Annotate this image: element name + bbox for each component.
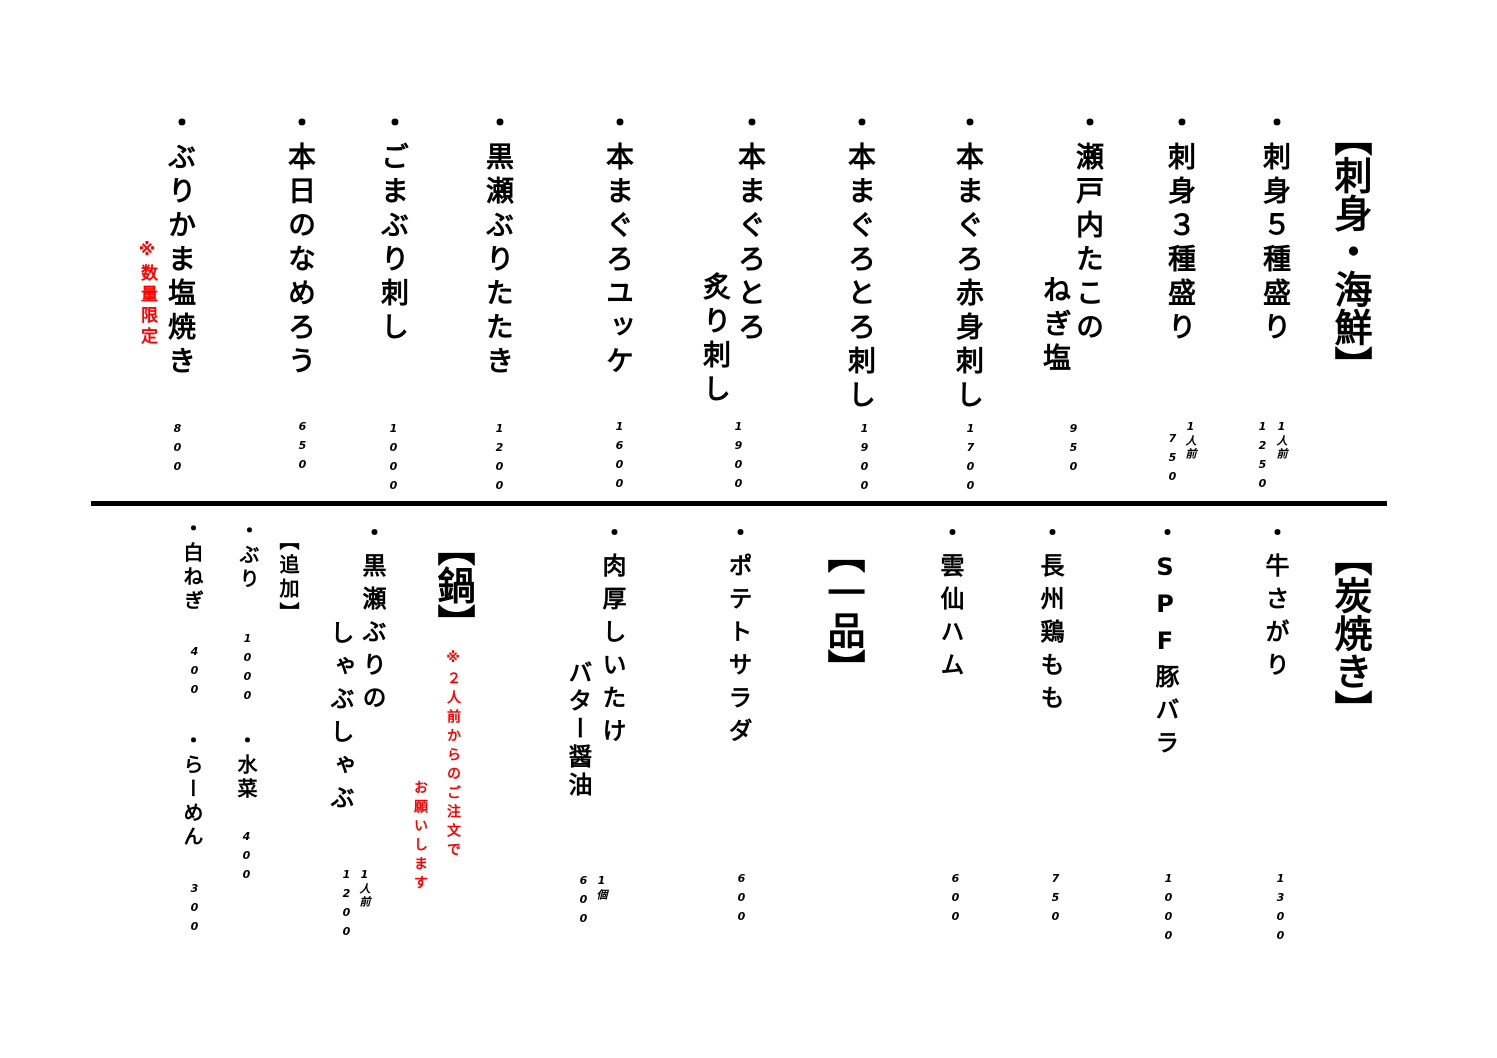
menu-item-price: 1900 (858, 422, 871, 498)
menu-item-unit: 1人前 (1184, 420, 1197, 461)
menu-item-name-line2: しゃぶしゃぶ (326, 620, 354, 818)
menu-item-price: 1200 (493, 422, 506, 498)
menu-item-price: 1000 (387, 422, 400, 498)
menu-item-price: 600 (735, 872, 748, 929)
menu-item-name: ・長州鶏もも (1036, 520, 1064, 718)
menu-item-name: ・本日のなめろう (284, 108, 317, 380)
menu-item-price: 1600 (613, 420, 626, 496)
menu-item-price: 1700 (964, 422, 977, 498)
menu-item-name: ・らーめん (180, 730, 204, 850)
menu-item-price: 1200 (340, 868, 353, 944)
menu-item-price: 600 (949, 872, 962, 929)
menu-item-price: 650 (296, 420, 309, 477)
menu-item-name: ・本まぐろとろ (734, 108, 767, 346)
menu-item-price: 1000 (1162, 872, 1175, 948)
menu-item-price: 750 (1166, 432, 1179, 489)
menu-item-name: ・刺身３種盛り (1164, 108, 1197, 346)
menu-item-name: ・白ねぎ (180, 518, 204, 614)
menu-item-unit: 1人前 (1275, 420, 1288, 461)
section-divider (91, 501, 1387, 506)
section-heading-nabe: 【鍋】 (431, 528, 475, 642)
menu-item-name: ・雲仙ハム (936, 520, 964, 685)
menu-item-unit: 1個 (595, 874, 608, 902)
section-heading-ippin: 【一品】 (821, 535, 865, 687)
section-heading-sashimi: 【刺身・海鮮】 (1328, 118, 1372, 384)
nabe-order-note-line2: お願いします (412, 780, 428, 894)
menu-item-name: ・本まぐろ赤身刺し (952, 108, 985, 414)
menu-item-name: ・SPF豚バラ (1151, 520, 1179, 763)
menu-item-name: ・ぶり (236, 520, 260, 592)
menu-item-price: 750 (1049, 872, 1062, 929)
menu-item-price: 1300 (1274, 872, 1287, 948)
menu-item-price: 1900 (732, 420, 745, 496)
section-heading-sumiyaki: 【炭焼き】 (1328, 538, 1372, 728)
menu-item-name-line2: バター醤油 (564, 660, 592, 800)
menu-item-price: 1250 (1256, 420, 1269, 496)
menu-item-name: ・ポテトサラダ (724, 520, 752, 751)
menu-item-name: ・刺身５種盛り (1259, 108, 1292, 346)
menu-item-price: 950 (1067, 422, 1080, 479)
menu-item-price: 1000 (241, 632, 254, 708)
menu-item-name: ・水菜 (234, 730, 258, 802)
section-heading-tsuika: 【追加】 (276, 530, 300, 626)
menu-item-name-line2: 炙り刺し (699, 272, 732, 408)
menu-item-price: 600 (577, 874, 590, 931)
menu-item-price: 300 (188, 882, 201, 939)
menu-item-name: ・本まぐろとろ刺し (844, 108, 877, 414)
menu-item-name: ・黒瀬ぶりの (358, 520, 386, 718)
nabe-order-note: ※２人前からのご注文で (445, 650, 461, 861)
menu-item-name: ・本まぐろユッケ (602, 108, 635, 380)
menu-item-price: 800 (171, 422, 184, 479)
menu-item-name: ・ごまぶり刺し (377, 108, 410, 346)
menu-item-price: 400 (240, 830, 253, 887)
limited-quantity-note: ※数量限定 (137, 240, 157, 348)
menu-item-name: ・肉厚しいたけ (598, 520, 626, 751)
menu-item-unit: 1人前 (358, 868, 371, 909)
menu-item-name-line2: ねぎ塩 (1039, 275, 1072, 377)
menu-item-name: ・瀬戸内たこの (1072, 108, 1105, 346)
menu-item-name: ・ぶりかま塩焼き (164, 108, 197, 380)
menu-item-name: ・黒瀬ぶりたたき (482, 108, 515, 380)
menu-item-name: ・牛さがり (1261, 520, 1289, 685)
menu-item-price: 400 (188, 645, 201, 702)
